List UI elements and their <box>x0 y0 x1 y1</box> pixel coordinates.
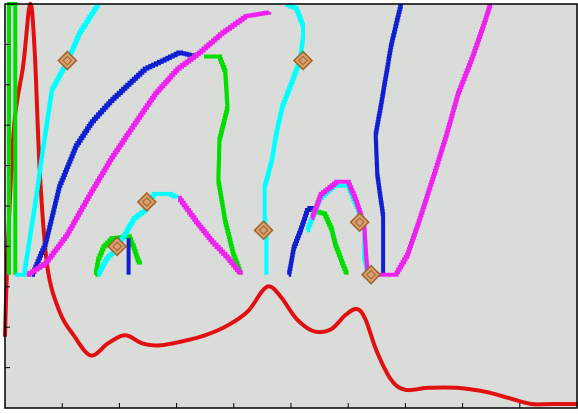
series-line-4 <box>311 208 349 275</box>
series-line-9 <box>31 50 197 277</box>
marker-core-2 <box>141 197 152 207</box>
marker-core-4 <box>298 55 308 66</box>
series-line-14 <box>178 195 243 275</box>
series-line-13 <box>26 10 272 277</box>
series-line-0 <box>3 1 578 407</box>
marker-core-5 <box>354 217 365 228</box>
marker-5 <box>349 212 370 233</box>
plot-area <box>5 4 577 408</box>
series-line-11 <box>287 206 314 277</box>
marker-0 <box>57 50 78 71</box>
marker-core-0 <box>62 55 73 66</box>
marker-4 <box>292 50 314 71</box>
series-line-3 <box>204 54 243 275</box>
marker-3 <box>253 220 274 241</box>
marker-6 <box>361 264 382 285</box>
series-line-12 <box>373 4 403 275</box>
series-line-5 <box>15 4 100 277</box>
series-line-6 <box>97 191 179 277</box>
series-layer <box>3 1 578 407</box>
series-line-7 <box>262 3 305 275</box>
marker-2 <box>136 191 157 213</box>
tick-layer <box>4 3 578 409</box>
marker-layer <box>57 50 382 285</box>
marker-core-6 <box>366 269 377 280</box>
marker-1 <box>107 236 128 257</box>
marker-core-3 <box>258 225 269 236</box>
series-line-15 <box>310 4 493 277</box>
marker-core-1 <box>112 241 123 252</box>
